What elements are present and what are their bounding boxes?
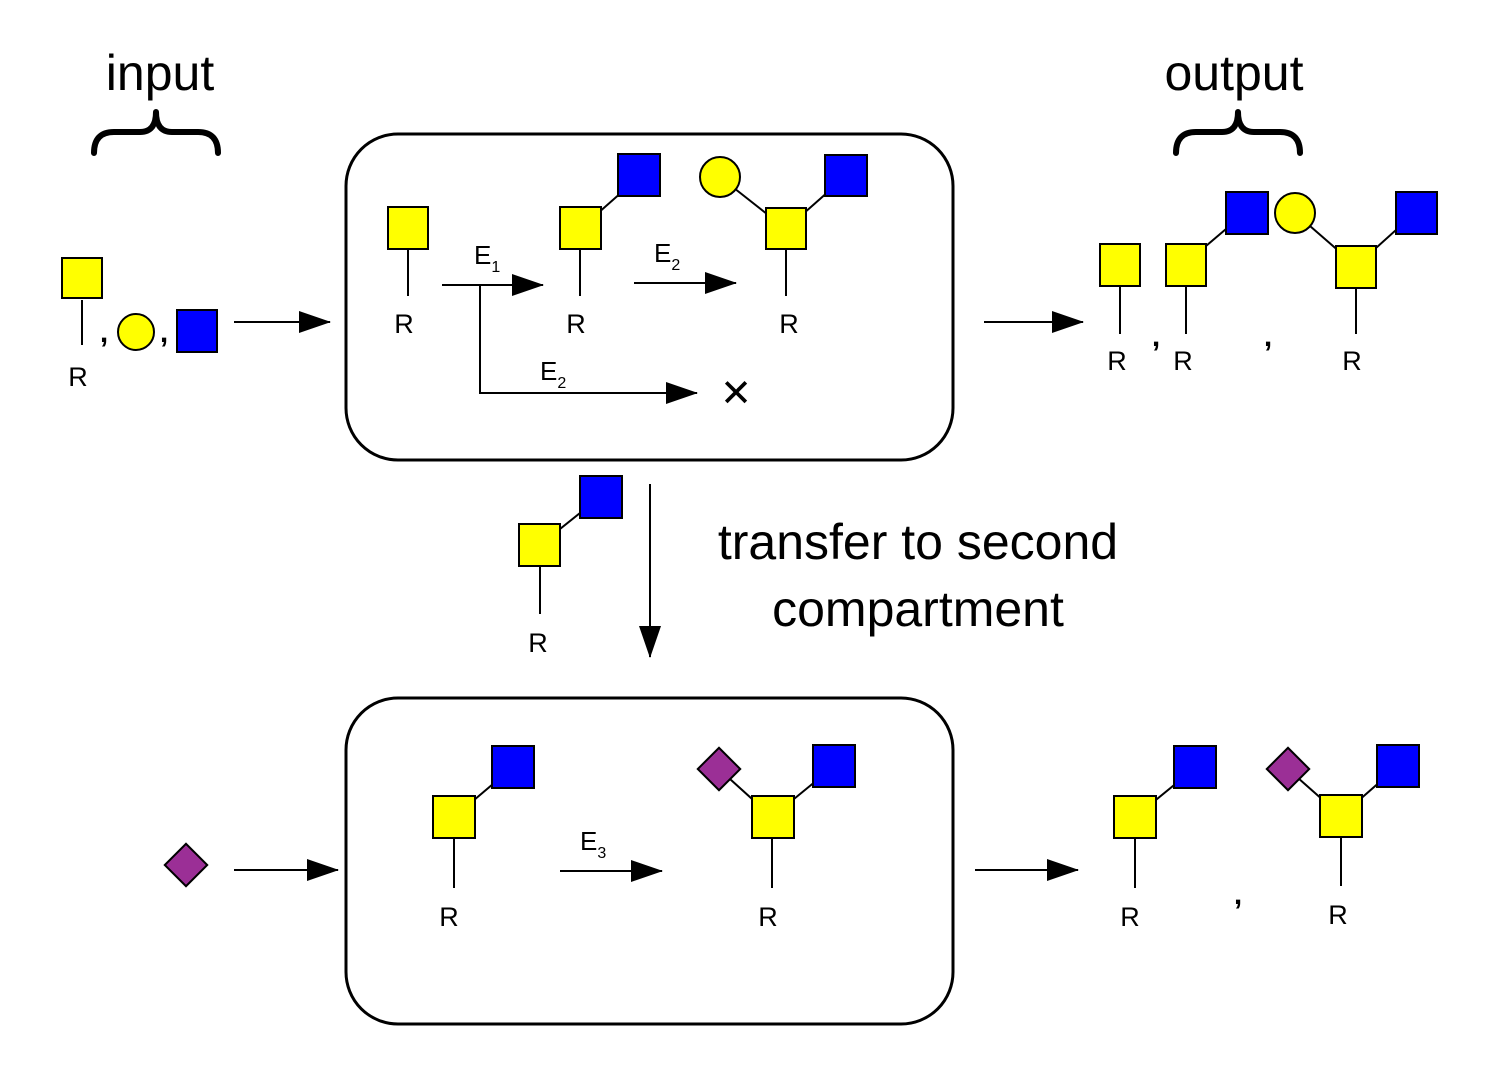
transferred-disaccharide: R <box>518 475 623 658</box>
svg-text:R: R <box>1120 902 1140 932</box>
galnac-square-icon <box>1319 794 1363 838</box>
output-two-glycans: R , R <box>1113 744 1420 932</box>
enzyme-e2-label: E2 <box>654 238 680 274</box>
svg-text:R: R <box>1173 346 1193 376</box>
sialic-diamond-icon <box>1265 746 1311 792</box>
compartment-two-product: R <box>696 744 856 932</box>
galnac-square-icon <box>518 523 561 567</box>
galnac-square-icon <box>751 795 795 839</box>
galnac-square-icon <box>387 206 429 250</box>
svg-text:R: R <box>68 362 88 392</box>
svg-text:R: R <box>1342 346 1362 376</box>
svg-text:R: R <box>758 902 778 932</box>
enzyme-e1-label: E1 <box>474 240 500 276</box>
galnac-square-icon <box>1113 795 1157 839</box>
galactose-circle-icon <box>1274 192 1316 234</box>
compartment-one-trisaccharide: R <box>699 154 868 339</box>
glcnac-square-icon <box>1376 744 1420 788</box>
svg-text:,: , <box>1234 878 1242 911</box>
galactose-circle-icon <box>699 156 741 198</box>
glcnac-square-icon <box>1395 191 1438 235</box>
svg-text:,: , <box>1264 320 1272 353</box>
galnac-square-icon <box>1165 243 1207 287</box>
sialic-diamond-icon <box>163 842 209 888</box>
galnac-square-icon <box>559 206 602 250</box>
transfer-label-line1: transfer to second <box>718 514 1118 570</box>
galnac-square-icon <box>61 257 103 299</box>
glcnac-square-icon <box>491 745 535 789</box>
galnac-square-icon <box>432 795 476 839</box>
compartment-one-disaccharide: R <box>559 153 661 339</box>
glcnac-square-icon <box>617 153 661 197</box>
svg-text:R: R <box>528 628 548 658</box>
enzyme-e3-label: E3 <box>580 826 606 862</box>
svg-text:,: , <box>160 316 168 349</box>
galactose-circle-icon <box>117 313 155 351</box>
svg-text:,: , <box>1152 320 1160 353</box>
svg-text:R: R <box>779 309 799 339</box>
galnac-square-icon <box>765 207 807 250</box>
glcnac-square-icon <box>1225 191 1269 235</box>
compartment-two-substrate: R <box>432 745 535 932</box>
glcnac-square-icon <box>176 309 218 353</box>
glcnac-square-icon <box>824 154 868 197</box>
sialic-diamond-icon <box>696 746 742 792</box>
svg-text:R: R <box>394 309 414 339</box>
svg-text:R: R <box>1328 900 1348 930</box>
input-brace <box>91 109 221 156</box>
compartment-one <box>344 132 955 462</box>
svg-text:R: R <box>566 309 586 339</box>
glcnac-square-icon <box>812 744 856 788</box>
transfer-label-line2: compartment <box>772 581 1064 637</box>
compartment-two <box>344 696 955 1026</box>
blocked-x-icon: ✕ <box>720 371 752 415</box>
svg-text:,: , <box>100 316 108 349</box>
output-brace <box>1173 109 1303 156</box>
glcnac-square-icon <box>1173 745 1217 789</box>
galnac-square-icon <box>1099 243 1141 287</box>
output-label: output <box>1164 45 1303 101</box>
galnac-square-icon <box>1335 245 1377 289</box>
input-label: input <box>106 45 215 101</box>
compartment-one-substrate: R <box>387 206 429 339</box>
svg-text:R: R <box>439 902 459 932</box>
output-one-glycans: R , R , R <box>1099 191 1438 376</box>
svg-text:R: R <box>1107 346 1127 376</box>
enzyme-e2-blocked-label: E2 <box>540 356 566 392</box>
glcnac-square-icon <box>579 475 623 519</box>
input-glycans: R , , <box>61 257 218 392</box>
e2-blocked-arrow <box>479 285 698 404</box>
